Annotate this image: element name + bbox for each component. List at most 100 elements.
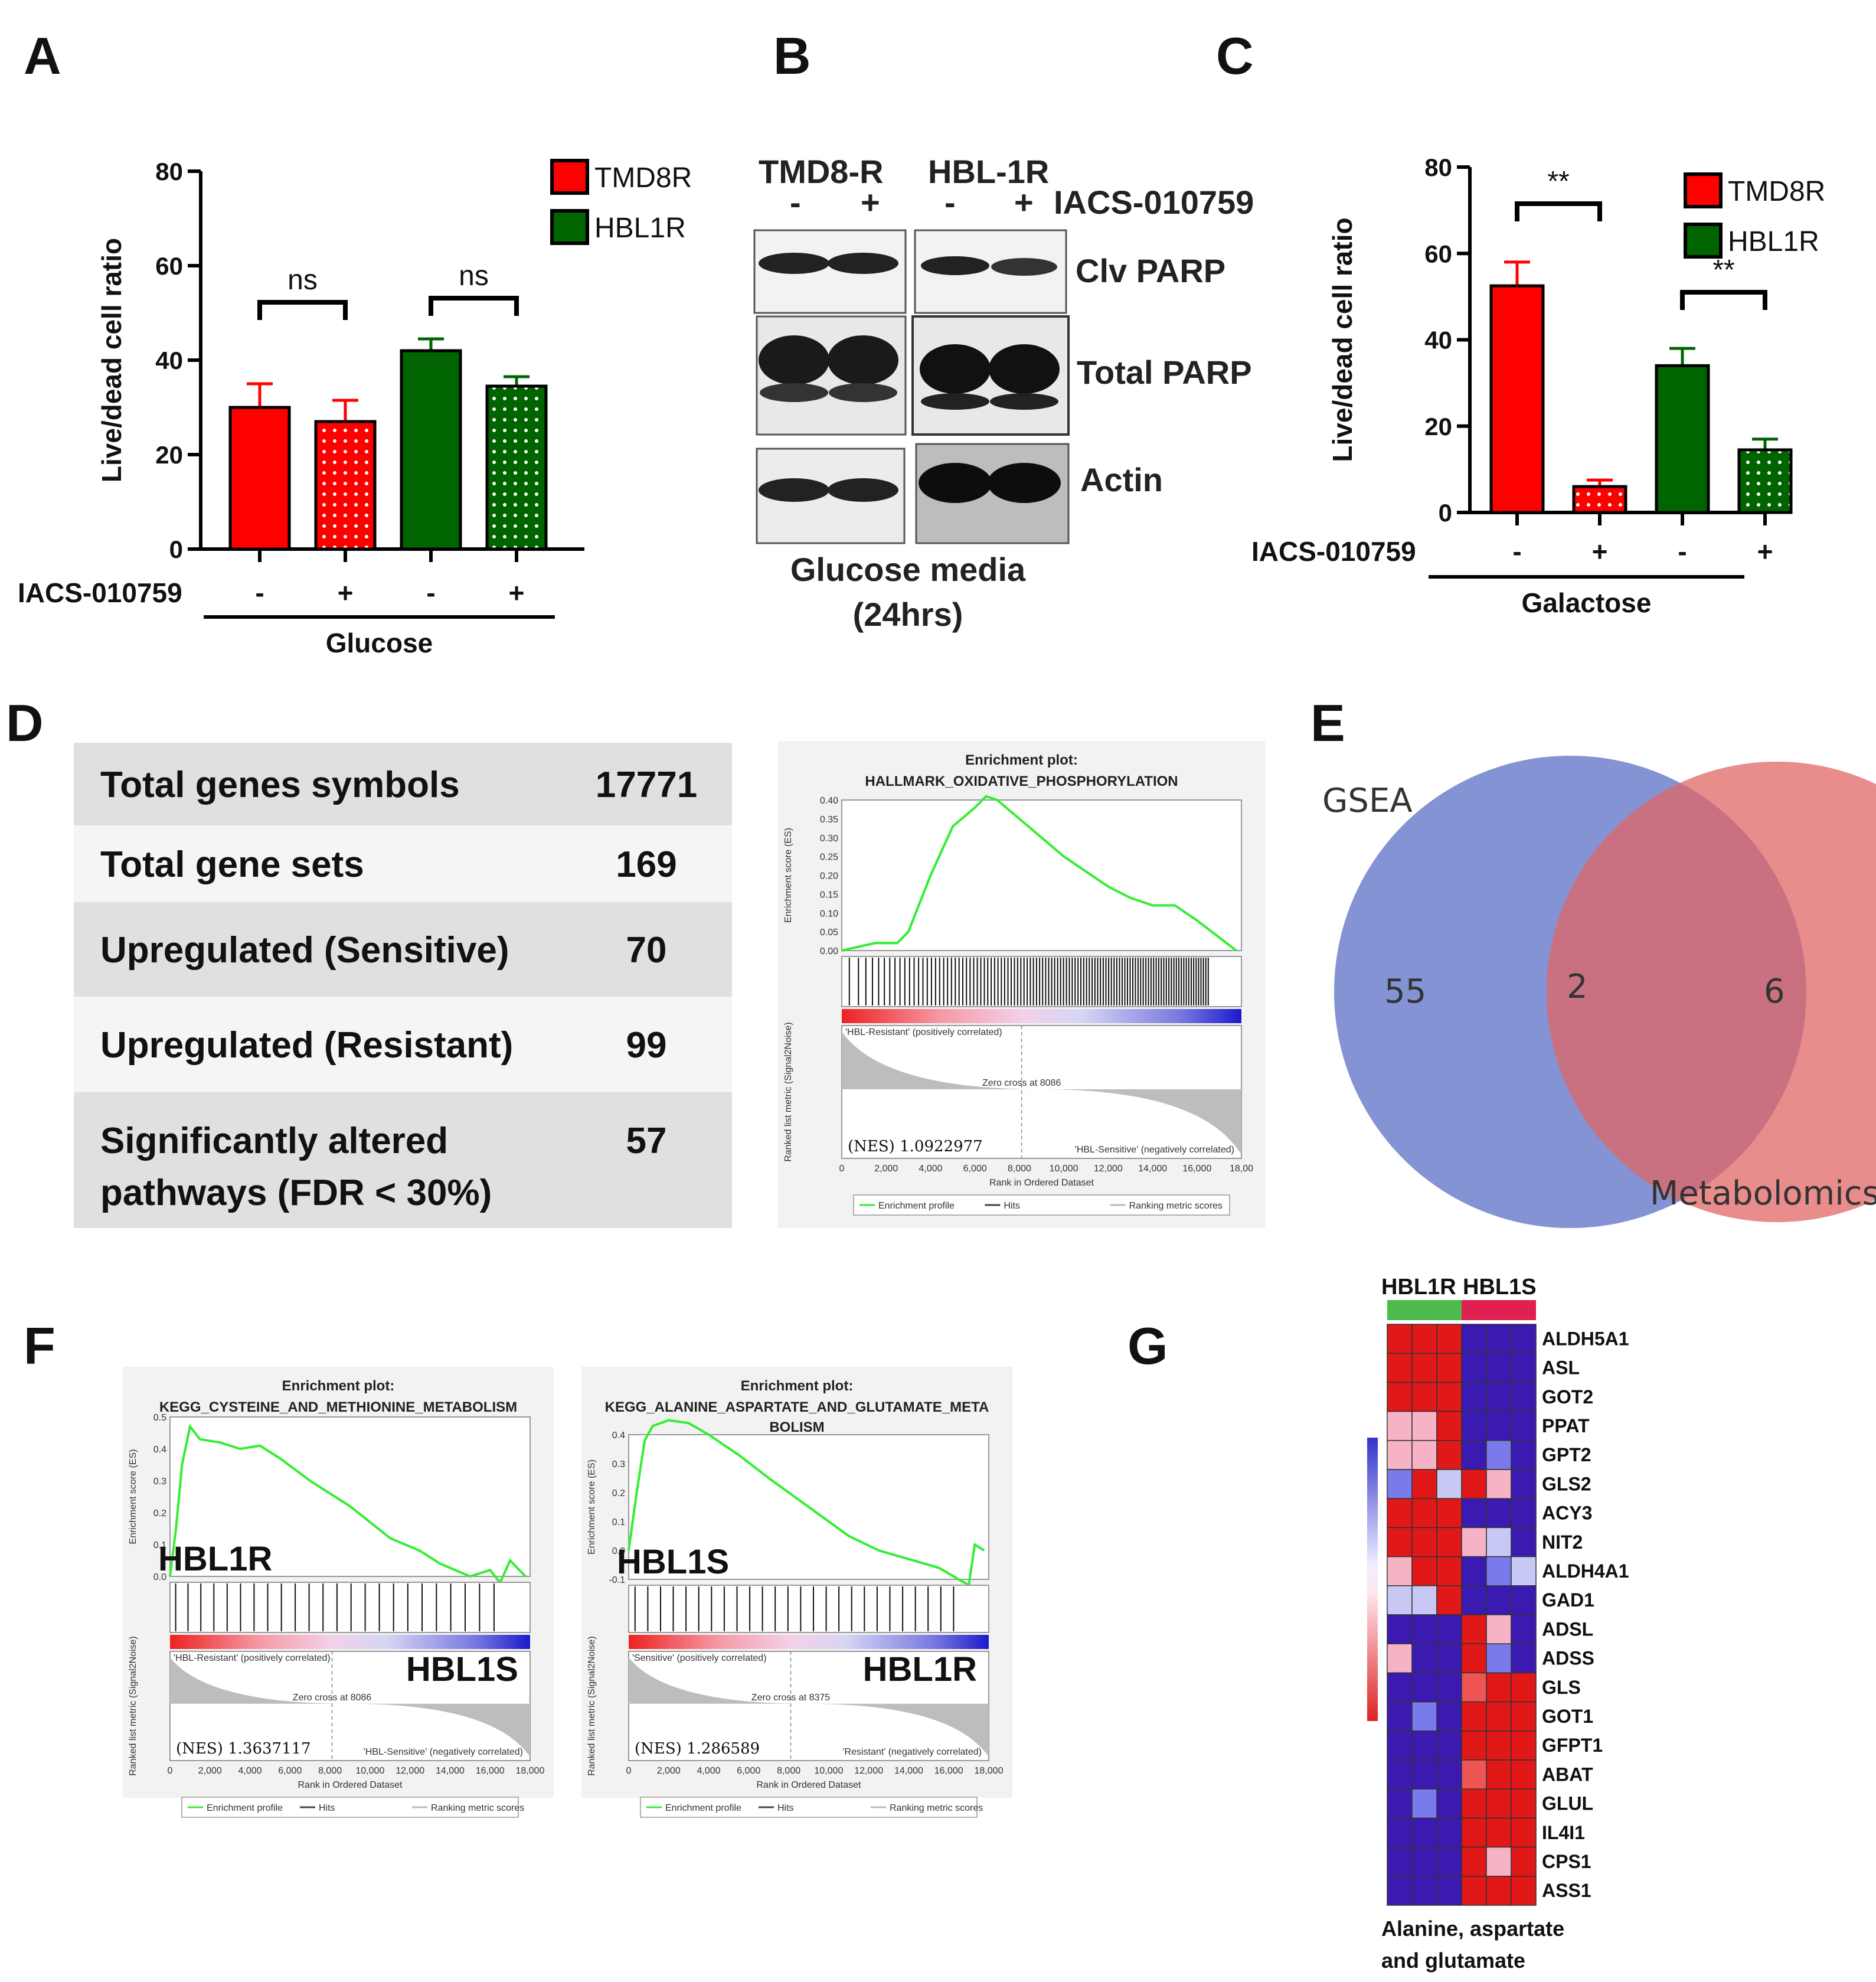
heatmap-cell — [1387, 1324, 1413, 1354]
heatmap-cell — [1387, 1614, 1413, 1644]
heatmap-cell — [1461, 1527, 1487, 1557]
x-tick-label: 6,000 — [278, 1766, 302, 1776]
ranked-metric-area — [170, 1657, 530, 1757]
heatmap-cell — [1387, 1469, 1413, 1499]
heatmap-cell — [1411, 1730, 1437, 1761]
x-tick-label: 2,000 — [874, 1164, 898, 1174]
hits-lines — [634, 1586, 955, 1631]
heatmap-cell — [1511, 1353, 1537, 1383]
band-clv-1 — [759, 253, 829, 274]
heatmap-cell — [1411, 1701, 1437, 1732]
heatmap-cell — [1511, 1527, 1537, 1557]
x-tick-label: 0 — [168, 1766, 173, 1776]
positive-correlation-label: 'Sensitive' (positively correlated) — [632, 1653, 767, 1663]
table-row — [74, 743, 732, 825]
x-tick-label: 12,000 — [396, 1766, 424, 1776]
bar-chart-a: 0 20 40 60 80 Live/dead cell ratio - + - + IACS-01… — [18, 158, 692, 658]
es-tick-label: 0.10 — [820, 909, 838, 919]
x-tick-label: 10,000 — [355, 1766, 384, 1776]
heatmap-cell — [1387, 1817, 1413, 1848]
heatmap-cell — [1461, 1585, 1487, 1615]
heatmap-cell — [1436, 1788, 1462, 1819]
heatmap-cell — [1411, 1817, 1437, 1848]
significance-label: ** — [1547, 166, 1569, 197]
zero-cross-label: Zero cross at 8086 — [293, 1693, 372, 1703]
legend-entry: HBL1R — [1728, 226, 1819, 257]
summary-table: Total genes symbols 17771 Total gene sets 1… — [74, 743, 732, 1228]
y-tick-label: 0 — [169, 536, 183, 563]
heatmap-cell — [1511, 1469, 1537, 1499]
panel-label-a: A — [24, 27, 61, 85]
gene-label: CPS1 — [1542, 1851, 1591, 1872]
heatmap-cell — [1486, 1440, 1512, 1470]
x-tick-label: 18,000 — [975, 1766, 1004, 1776]
nes-value: (NES) 1.286589 — [635, 1740, 760, 1758]
heatmap-cell — [1436, 1556, 1462, 1586]
color-scale — [1367, 1438, 1378, 1721]
heatmap-cell — [1387, 1846, 1413, 1877]
es-tick-label: -0.1 — [609, 1575, 625, 1585]
x-tick-label: 8,000 — [777, 1766, 800, 1776]
heatmap-cell — [1511, 1701, 1537, 1732]
heatmap-cell — [1511, 1643, 1537, 1674]
heatmap-cell — [1486, 1643, 1512, 1674]
venn-label-gsea: GSEA — [1322, 782, 1413, 820]
negative-correlation-label: 'HBL-Sensitive' (negatively correlated) — [364, 1747, 523, 1757]
heatmap-cell — [1511, 1759, 1537, 1790]
x-tick-label: 18,00 — [1230, 1164, 1253, 1174]
heatmap-cell — [1387, 1382, 1413, 1412]
heatmap-cell — [1461, 1469, 1487, 1499]
heatmap-cell — [1486, 1382, 1512, 1412]
heatmap-cell — [1486, 1846, 1512, 1877]
heatmap-cell — [1387, 1527, 1413, 1557]
es-tick-label: 0.1 — [153, 1540, 166, 1550]
column-group-hbl1s: HBL1S — [1463, 1275, 1537, 1299]
gene-label: GLS — [1542, 1677, 1581, 1698]
blot-drug-label: IACS-010759 — [1054, 184, 1254, 221]
x-axis-label: Rank in Ordered Dataset — [989, 1178, 1094, 1188]
heatmap-cell — [1411, 1353, 1437, 1383]
heatmap-cell — [1387, 1701, 1413, 1732]
zero-cross-label: Zero cross at 8375 — [751, 1693, 831, 1703]
hits-panel — [841, 956, 1242, 1007]
heatmap-cell — [1436, 1876, 1462, 1906]
heatmap-cell — [1411, 1643, 1437, 1674]
heatmap-cell — [1461, 1701, 1487, 1732]
band-total-3 — [920, 344, 991, 394]
enrichment-profile-line — [169, 1423, 527, 1585]
band-total-4 — [989, 344, 1060, 394]
legend-box — [181, 1797, 519, 1818]
heatmap-cell — [1511, 1498, 1537, 1529]
treatment-label: IACS-010759 — [1251, 536, 1416, 567]
es-tick-label: 0.40 — [820, 796, 838, 806]
bar-3 — [400, 349, 462, 551]
panel-label-c: C — [1216, 27, 1254, 85]
blot-band-actin: Actin — [1080, 461, 1163, 498]
legend-box — [853, 1194, 1230, 1216]
x-tick-label: 14,000 — [1138, 1164, 1167, 1174]
hits-lines — [175, 1583, 495, 1631]
table-row — [74, 902, 732, 997]
heatmap-cell — [1511, 1324, 1537, 1354]
band-total-3b — [921, 393, 989, 410]
treatment-mark: - — [1512, 536, 1521, 567]
band-actin-2 — [828, 478, 898, 502]
es-axis-label: Enrichment score (ES) — [128, 1449, 138, 1545]
heatmap-cell — [1511, 1672, 1537, 1703]
enrichment-profile-line — [841, 795, 1237, 952]
table-cell-label: Upregulated (Resistant) — [100, 1025, 513, 1066]
band-total-2 — [828, 335, 898, 385]
table-cell-value: 70 — [626, 930, 667, 971]
table-cell-label: pathways (FDR < 30%) — [100, 1173, 492, 1213]
es-tick-label: 0.1 — [612, 1517, 625, 1527]
significance-bracket — [1680, 290, 1767, 310]
es-tick-label: 0.2 — [153, 1508, 166, 1519]
table-cell-value: 57 — [626, 1121, 667, 1161]
band-total-2b — [829, 383, 897, 402]
venn-count-right: 6 — [1764, 972, 1785, 1011]
venn-count-left: 55 — [1384, 972, 1426, 1011]
heatmap-cell — [1461, 1817, 1487, 1848]
blot-band-total: Total PARP — [1077, 354, 1252, 391]
heatmap-cell — [1436, 1353, 1462, 1383]
x-tick-label: 14,000 — [894, 1766, 923, 1776]
